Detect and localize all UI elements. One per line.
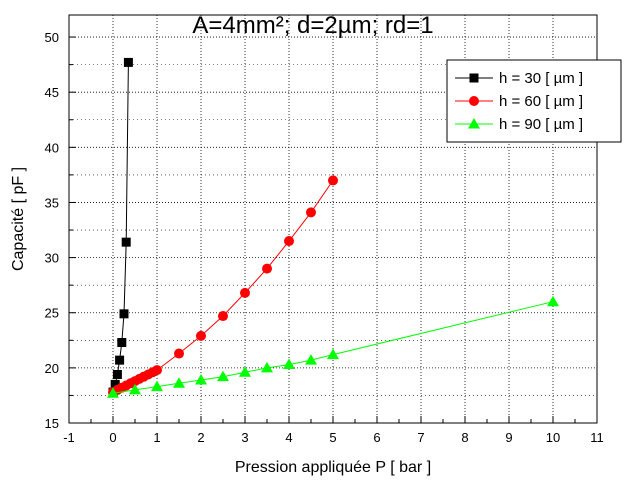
y-tick-label: 30 <box>45 251 59 266</box>
data-point <box>306 207 316 218</box>
legend-marker <box>468 118 480 129</box>
data-point <box>240 287 250 298</box>
y-tick-label: 40 <box>45 140 59 155</box>
series-2 <box>108 175 338 398</box>
y-tick-label: 35 <box>45 195 59 210</box>
data-point <box>327 348 339 360</box>
data-point <box>129 383 141 395</box>
x-tick-label: 1 <box>153 430 160 445</box>
data-point <box>173 377 185 388</box>
x-tick-label: -1 <box>63 430 75 445</box>
legend-item: h = 90 [ µm ] <box>455 116 583 133</box>
x-tick-label: 4 <box>285 430 292 445</box>
data-point <box>115 355 125 365</box>
x-tick-label: 10 <box>546 430 560 445</box>
legend-label: h = 60 [ µm ] <box>499 93 583 110</box>
data-point <box>284 236 294 247</box>
x-tick-label: 8 <box>461 430 468 445</box>
data-point <box>123 57 133 67</box>
data-point <box>110 379 120 389</box>
legend-marker <box>469 73 479 83</box>
data-point <box>117 338 127 348</box>
data-point <box>218 311 228 322</box>
data-point <box>305 354 317 365</box>
data-point <box>174 348 184 359</box>
legend: h = 30 [ µm ] h = 60 [ µm ] h = 90 [ µm ] <box>446 59 622 143</box>
data-point <box>121 237 131 247</box>
data-point <box>547 295 559 307</box>
legend-label: h = 30 [ µm ] <box>499 70 583 87</box>
y-tick-label: 45 <box>45 85 59 100</box>
y-axis-label: Capacité [ pF ] <box>10 167 27 271</box>
data-point <box>195 373 207 385</box>
x-tick-label: 11 <box>590 430 604 445</box>
x-tick-label: 9 <box>505 430 512 445</box>
series-3 <box>107 295 559 398</box>
data-point <box>262 263 272 274</box>
series-1 <box>108 57 133 397</box>
data-point <box>328 175 338 186</box>
series-line <box>112 180 334 393</box>
x-tick-label: 0 <box>109 430 116 445</box>
grid <box>69 15 597 423</box>
legend-item: h = 30 [ µm ] <box>455 70 583 87</box>
y-tick-label: 20 <box>45 361 59 376</box>
x-tick-label: 5 <box>329 430 336 445</box>
data-point <box>239 366 251 377</box>
data-point <box>261 361 273 373</box>
y-tick-label: 25 <box>45 306 59 321</box>
series-group <box>107 57 559 398</box>
y-tick-label: 15 <box>45 416 59 431</box>
x-axis-label: Pression appliquée P [ bar ] <box>235 459 431 476</box>
x-tick-label: 2 <box>197 430 204 445</box>
x-tick-label: 7 <box>417 430 424 445</box>
data-point <box>283 358 295 370</box>
data-point <box>112 369 122 379</box>
chart-title: A=4mm²; d=2µm; rd=1 <box>192 12 433 39</box>
x-tick-label: 3 <box>241 430 248 445</box>
data-point <box>152 365 162 376</box>
data-point <box>119 309 129 319</box>
data-point <box>107 387 119 398</box>
legend-marker <box>469 96 479 106</box>
x-tick-label: 6 <box>373 430 380 445</box>
legend-item: h = 60 [ µm ] <box>455 93 583 110</box>
legend-label: h = 90 [ µm ] <box>499 116 583 133</box>
data-point <box>217 370 229 382</box>
data-point <box>196 330 206 341</box>
y-tick-label: 50 <box>45 30 59 45</box>
data-point <box>151 380 163 392</box>
